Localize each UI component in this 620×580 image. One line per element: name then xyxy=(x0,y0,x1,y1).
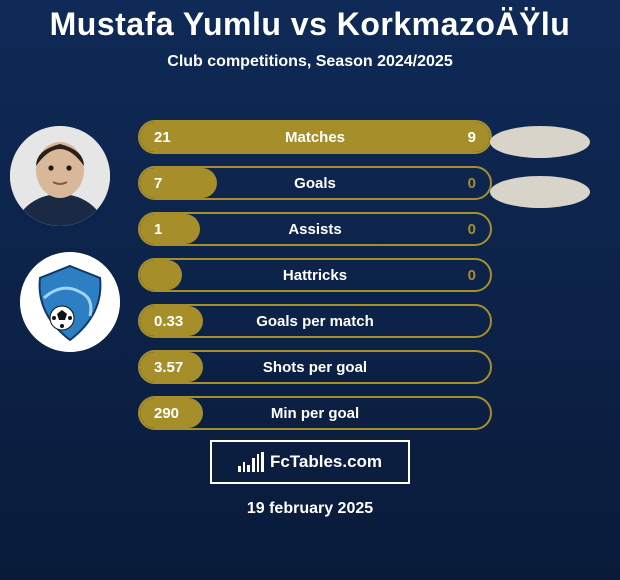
footer-date: 19 february 2025 xyxy=(0,500,620,518)
stat-row: 7Goals0 xyxy=(138,166,492,200)
bars-icon xyxy=(238,452,264,472)
stat-right-value: 0 xyxy=(468,175,476,192)
stat-row: 0Hattricks0 xyxy=(138,258,492,292)
comparison-card: Mustafa Yumlu vs KorkmazoÄŸlu Club compe… xyxy=(0,0,620,580)
stat-label: Min per goal xyxy=(140,405,490,422)
opponent-pill xyxy=(490,126,590,158)
player-avatar xyxy=(10,126,110,226)
stat-row: 290Min per goal xyxy=(138,396,492,430)
stat-label: Assists xyxy=(140,221,490,238)
stat-label: Shots per goal xyxy=(140,359,490,376)
stat-row: 0.33Goals per match xyxy=(138,304,492,338)
stat-label: Matches xyxy=(140,129,490,146)
subtitle: Club competitions, Season 2024/2025 xyxy=(0,53,620,71)
page-title: Mustafa Yumlu vs KorkmazoÄŸlu xyxy=(0,0,620,43)
stat-rows: 21Matches97Goals01Assists00Hattricks00.3… xyxy=(138,120,492,442)
stat-row: 1Assists0 xyxy=(138,212,492,246)
stat-right-value: 0 xyxy=(468,221,476,238)
face-shape xyxy=(36,142,84,198)
stat-label: Hattricks xyxy=(140,267,490,284)
stat-right-value: 9 xyxy=(468,129,476,146)
stat-row: 3.57Shots per goal xyxy=(138,350,492,384)
stat-right-value: 0 xyxy=(468,267,476,284)
stat-label: Goals xyxy=(140,175,490,192)
brand-prefix: Fc xyxy=(270,452,290,471)
stat-row: 21Matches9 xyxy=(138,120,492,154)
opponent-pill xyxy=(490,176,590,208)
club-badge xyxy=(20,252,120,352)
brand-logo: FcTables.com xyxy=(210,440,410,484)
brand-rest: Tables.com xyxy=(290,452,382,471)
stat-label: Goals per match xyxy=(140,313,490,330)
